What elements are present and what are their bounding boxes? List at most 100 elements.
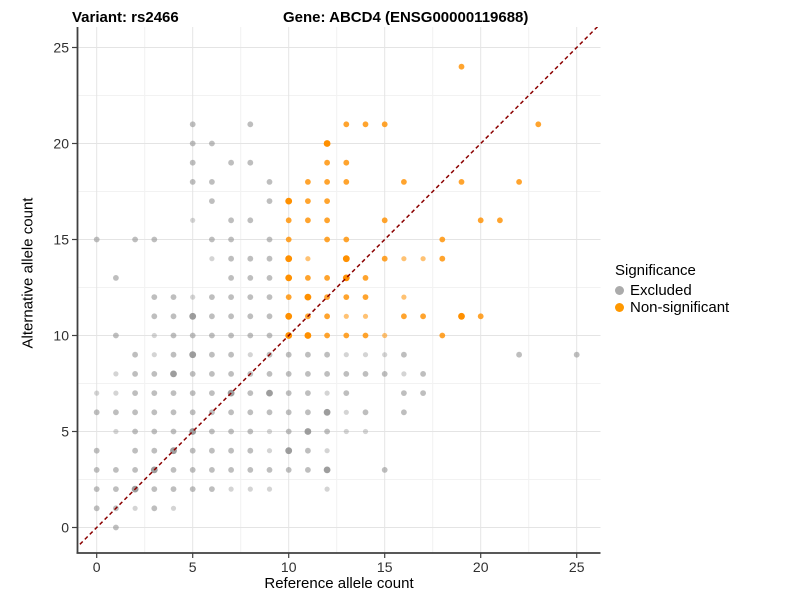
data-point <box>439 332 446 339</box>
data-point <box>247 332 254 339</box>
data-point <box>189 486 196 492</box>
data-point <box>304 332 312 339</box>
data-point <box>362 294 369 300</box>
data-point <box>189 159 196 166</box>
data-point <box>324 275 330 281</box>
data-point <box>247 313 254 320</box>
data-point <box>285 390 292 396</box>
data-point <box>362 121 369 128</box>
data-point <box>266 332 273 339</box>
data-point <box>170 409 177 416</box>
data-point <box>132 447 139 454</box>
data-point <box>132 467 139 473</box>
data-point <box>343 294 350 300</box>
data-point <box>343 352 349 358</box>
data-point <box>247 217 254 224</box>
non-significant-dot-icon <box>615 303 624 312</box>
data-point <box>266 448 273 454</box>
data-point <box>343 428 349 435</box>
data-point <box>343 409 349 415</box>
data-point <box>266 409 273 416</box>
data-point <box>209 198 215 205</box>
data-point <box>209 140 215 147</box>
data-point <box>323 408 331 416</box>
data-point <box>228 447 235 454</box>
data-point <box>209 428 215 435</box>
data-point <box>516 179 522 185</box>
data-point <box>343 332 350 339</box>
data-point <box>93 486 100 492</box>
data-point <box>247 255 254 262</box>
data-point <box>151 390 158 396</box>
legend-title: Significance <box>615 262 696 279</box>
data-point <box>401 294 407 300</box>
data-point <box>343 390 350 396</box>
data-point <box>324 390 330 396</box>
data-point <box>382 332 388 339</box>
data-point <box>93 236 100 243</box>
data-point <box>209 447 215 454</box>
data-point <box>247 352 253 358</box>
data-point <box>247 159 254 166</box>
data-point <box>170 390 177 396</box>
data-point <box>247 390 254 396</box>
data-point <box>285 467 292 473</box>
data-point <box>305 217 311 224</box>
data-point <box>304 293 312 301</box>
data-point <box>381 467 388 473</box>
x-tick-labels: 0 5 10 15 20 25 <box>93 559 585 575</box>
data-point <box>324 351 330 358</box>
data-point <box>285 274 293 282</box>
y-tick-label: 15 <box>53 232 69 248</box>
data-point <box>266 275 273 281</box>
major-gridlines <box>78 27 601 553</box>
data-point <box>285 217 292 224</box>
data-point <box>190 294 196 300</box>
data-point <box>362 313 369 319</box>
data-point <box>324 371 330 377</box>
data-point <box>189 467 196 473</box>
data-point <box>170 294 177 300</box>
y-tick-label: 20 <box>53 136 69 152</box>
data-point <box>285 294 292 300</box>
data-point <box>113 332 119 339</box>
data-point <box>151 486 158 492</box>
data-point <box>266 236 273 243</box>
data-point <box>304 428 312 435</box>
data-point <box>285 236 292 243</box>
data-point <box>209 467 215 473</box>
legend-item-nonsignificant: Non-significant <box>615 299 729 316</box>
data-point <box>151 409 158 416</box>
data-point <box>266 486 273 492</box>
data-point <box>228 409 235 416</box>
data-point <box>247 275 254 281</box>
data-point <box>94 390 100 396</box>
data-point <box>420 371 426 377</box>
data-point <box>247 294 254 300</box>
data-point <box>247 447 254 454</box>
data-point <box>324 332 330 339</box>
data-point <box>228 332 235 339</box>
data-point <box>420 313 426 320</box>
data-point <box>228 428 235 435</box>
data-point <box>305 256 311 262</box>
data-point <box>305 275 311 281</box>
data-point <box>439 255 446 262</box>
data-point <box>381 217 388 224</box>
data-point <box>343 236 350 243</box>
data-point <box>93 467 100 473</box>
data-point <box>151 428 158 435</box>
plot-panel <box>78 27 601 553</box>
data-point <box>228 217 235 224</box>
data-point <box>189 312 197 320</box>
data-point <box>305 371 311 377</box>
data-point <box>170 370 177 378</box>
data-point <box>266 313 273 320</box>
data-point <box>170 313 177 320</box>
data-point <box>343 313 349 319</box>
data-point <box>209 486 215 492</box>
data-point <box>132 351 139 358</box>
data-point <box>323 140 331 147</box>
data-point <box>285 351 292 358</box>
data-point <box>209 390 215 396</box>
